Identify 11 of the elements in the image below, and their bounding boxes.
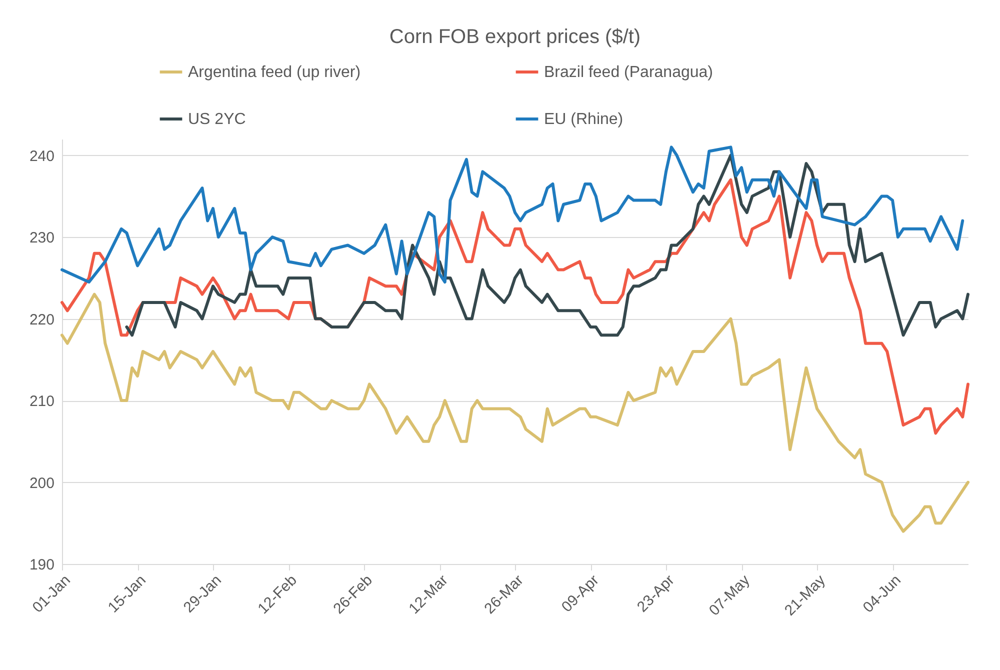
y-tick-label: 240 (29, 148, 54, 165)
legend-label: Brazil feed (Paranagua) (544, 64, 713, 81)
legend-label: Argentina feed (up river) (188, 64, 361, 81)
chart-title: Corn FOB export prices ($/t) (389, 26, 641, 48)
y-tick-label: 190 (29, 556, 54, 574)
y-tick-label: 210 (29, 393, 54, 410)
y-tick-label: 230 (29, 230, 54, 247)
y-tick-label: 220 (29, 311, 54, 328)
legend-label: US 2YC (188, 111, 246, 128)
legend-label: EU (Rhine) (544, 111, 624, 128)
y-tick-label: 200 (29, 474, 54, 492)
